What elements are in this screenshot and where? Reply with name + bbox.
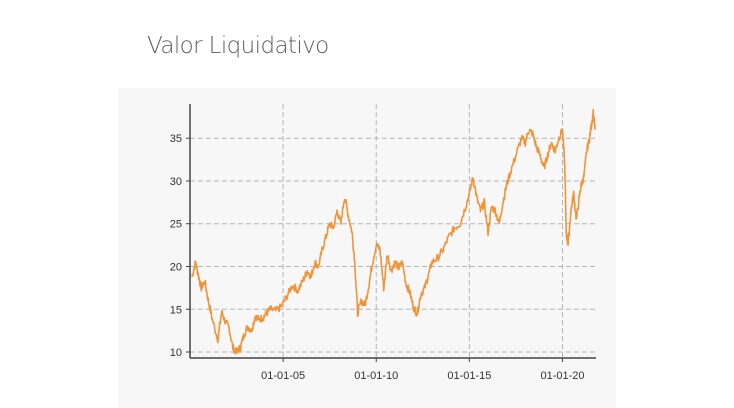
- x-tick-label: 01-01-10: [354, 370, 398, 382]
- axes: 10 15 20 25 30 35 01-01-05 01-01-10 01-01-15 01-0…: [170, 104, 596, 382]
- y-tick-label: 20: [170, 261, 182, 273]
- series-line: [191, 108, 596, 355]
- x-tick-label: 01-01-15: [447, 370, 491, 382]
- y-tick-label: 15: [170, 304, 182, 316]
- x-tick-label: 01-01-20: [540, 370, 584, 382]
- y-tick-label: 30: [170, 176, 182, 188]
- series-layer: [191, 108, 596, 355]
- y-tick-label: 10: [170, 347, 182, 359]
- y-tick-label: 35: [170, 133, 182, 145]
- chart-title: Valor Liquidativo: [147, 33, 329, 59]
- x-tick-label: 01-01-05: [261, 370, 305, 382]
- chart-panel: [118, 88, 616, 408]
- y-tick-label: 25: [170, 219, 182, 231]
